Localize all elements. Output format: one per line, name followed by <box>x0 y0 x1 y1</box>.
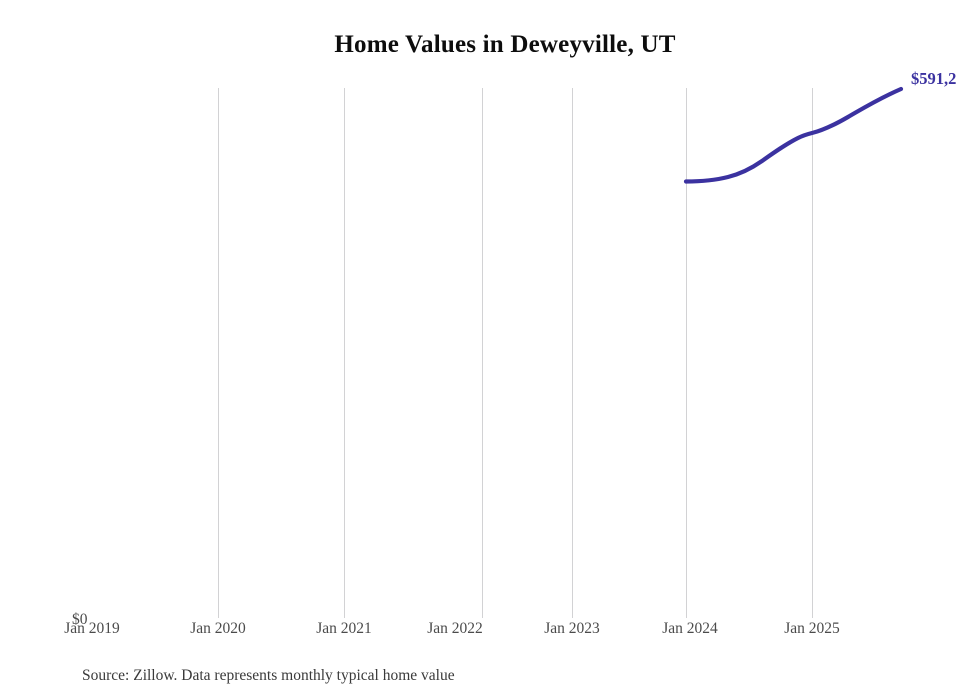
series-line-typical-home-value <box>683 86 904 184</box>
x-tick-label-jan-2021: Jan 2021 <box>316 620 372 637</box>
x-tick-label-jan-2022: Jan 2022 <box>427 620 483 637</box>
plot-area <box>218 86 904 618</box>
gridline-jan-2024 <box>686 88 687 618</box>
source-note: Source: Zillow. Data represents monthly … <box>82 667 455 684</box>
x-tick-label-jan-2025: Jan 2025 <box>784 620 840 637</box>
x-tick-label-jan-2019: Jan 2019 <box>64 620 120 637</box>
gridline-jan-2025 <box>812 88 813 618</box>
x-tick-label-jan-2023: Jan 2023 <box>544 620 600 637</box>
gridline-jan-2023 <box>572 88 573 618</box>
gridline-jan-2021 <box>344 88 345 618</box>
x-tick-label-jan-2020: Jan 2020 <box>190 620 246 637</box>
chart-title: Home Values in Deweyville, UT <box>334 31 676 58</box>
series-end-value-label: $591,2 <box>911 69 957 88</box>
y-tick-label-zero: $0 <box>72 611 88 628</box>
gridline-jan-2020 <box>218 88 219 618</box>
x-tick-label-jan-2024: Jan 2024 <box>662 620 718 637</box>
gridline-jan-2022 <box>482 88 483 618</box>
